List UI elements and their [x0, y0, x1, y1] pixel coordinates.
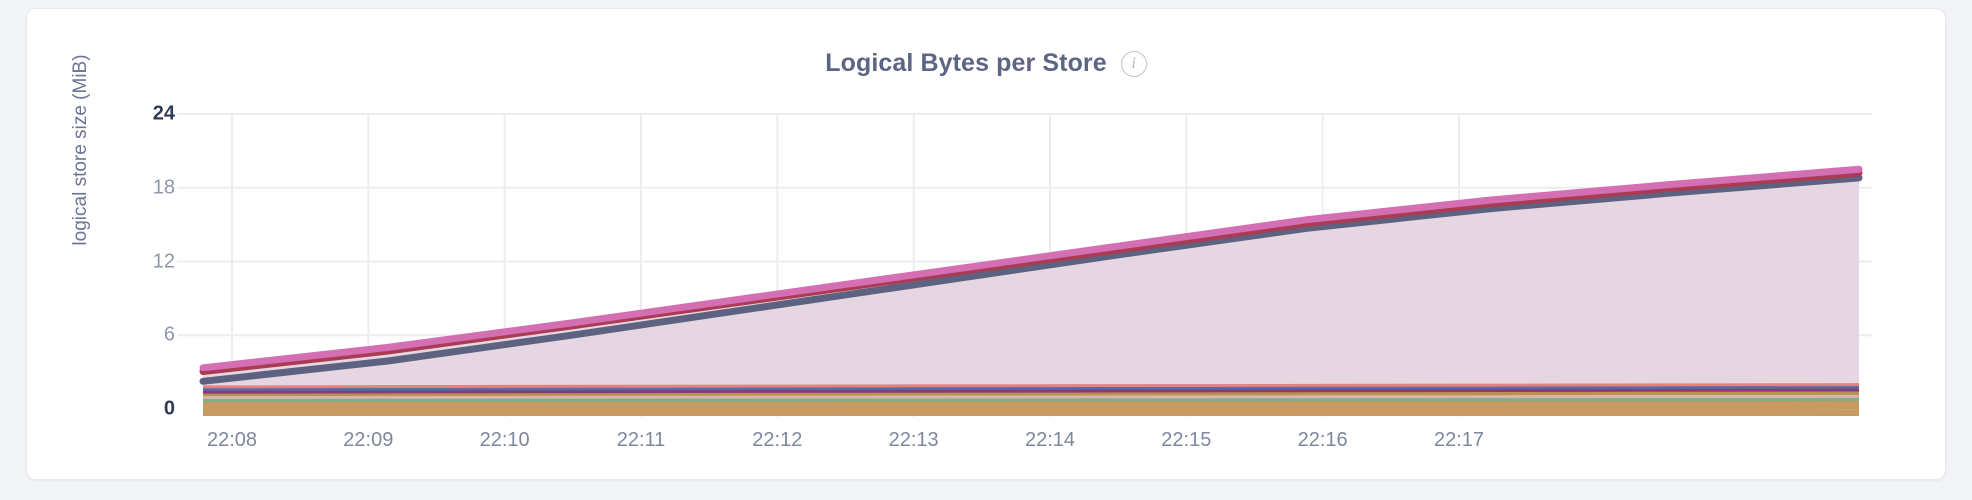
screenshot-root: Logical Bytes per Store i logical store … — [0, 0, 1972, 500]
series-line-store-10[interactable] — [203, 405, 1859, 406]
chart-plot-area: logical store size (MiB) 24181260 22:082… — [27, 9, 1947, 481]
series-area-fill — [203, 169, 1859, 409]
chart-svg[interactable] — [27, 9, 1947, 481]
chart-card: Logical Bytes per Store i logical store … — [26, 8, 1946, 480]
